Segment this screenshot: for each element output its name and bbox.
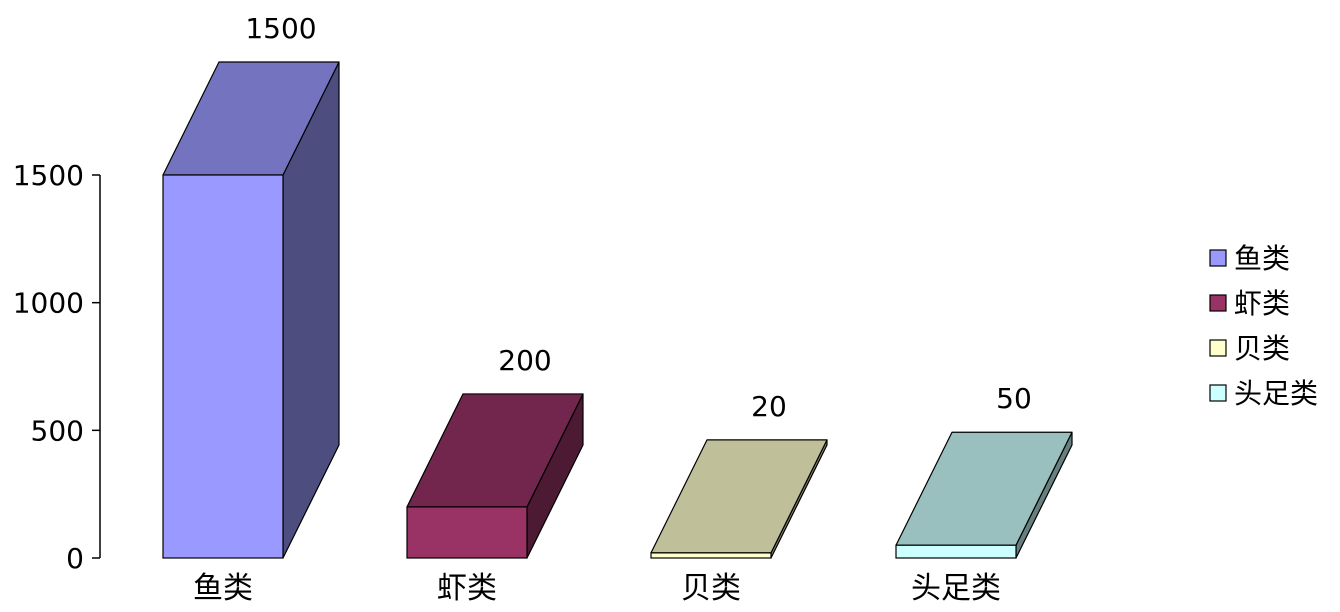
legend-item: 虾类 <box>1209 287 1290 320</box>
y-tick-label: 1000 <box>13 287 84 320</box>
bar <box>162 61 340 559</box>
legend-swatch <box>1209 384 1227 402</box>
legend-item: 头足类 <box>1209 377 1318 410</box>
category-label: 头足类 <box>911 571 1001 606</box>
bar-front-face <box>406 506 528 559</box>
legend-label: 贝类 <box>1234 332 1290 365</box>
legend-label: 头足类 <box>1234 377 1318 410</box>
legend-swatch <box>1209 249 1227 267</box>
category-label: 鱼类 <box>193 571 253 606</box>
data-label: 1500 <box>245 12 316 45</box>
bar <box>406 393 584 559</box>
legend-label: 鱼类 <box>1234 242 1290 275</box>
data-label: 20 <box>751 390 787 423</box>
legend-item: 贝类 <box>1209 332 1290 365</box>
data-label: 50 <box>996 382 1032 415</box>
labels: 1500 鱼类 200 虾类 20 贝类 50 头足类 <box>193 12 1032 606</box>
legend-swatch <box>1209 339 1227 357</box>
data-label: 200 <box>498 344 551 377</box>
y-tick-label: 1500 <box>13 159 84 192</box>
category-label: 贝类 <box>681 571 741 606</box>
y-axis: 0 500 1000 1500 <box>13 159 101 575</box>
bar <box>895 431 1073 559</box>
bars <box>162 61 1073 559</box>
bar-front-face <box>895 544 1017 559</box>
legend-swatch <box>1209 294 1227 312</box>
category-label: 虾类 <box>437 571 497 606</box>
y-tick-label: 500 <box>31 414 84 447</box>
bar-front-face <box>650 552 772 559</box>
bar <box>650 439 828 559</box>
legend-item: 鱼类 <box>1209 242 1290 275</box>
bar-front-face <box>162 174 284 559</box>
legend-label: 虾类 <box>1234 287 1290 320</box>
y-tick-label: 0 <box>66 542 84 575</box>
